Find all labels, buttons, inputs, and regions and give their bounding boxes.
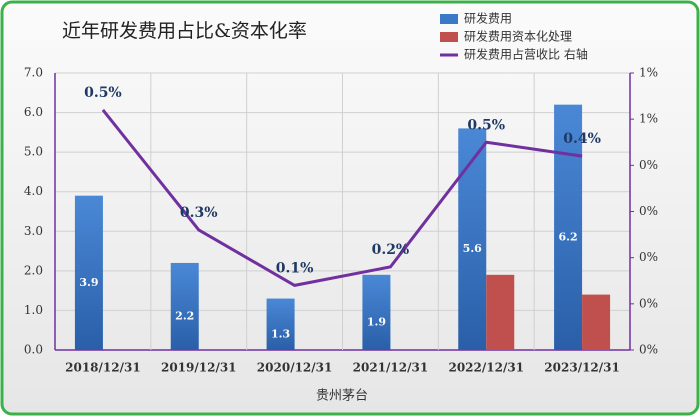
legend-label: 研发费用资本化处理 <box>464 29 572 44</box>
legend-label: 研发费用 <box>464 11 512 26</box>
x-tick-label: 2020/12/31 <box>257 361 333 375</box>
x-tick-label: 2021/12/31 <box>353 361 429 375</box>
y2-tick-label: 1% <box>639 66 658 80</box>
bar <box>362 274 391 350</box>
bar <box>486 274 515 350</box>
y2-tick-label: 0% <box>639 296 658 310</box>
bar-value-label: 3.9 <box>79 276 98 289</box>
y-tick-label: 2.0 <box>24 263 43 277</box>
y-tick-label: 0.0 <box>24 343 43 357</box>
y-tick-label: 5.0 <box>24 145 43 159</box>
y-tick-label: 3.0 <box>24 224 43 238</box>
bar-value-label: 5.6 <box>463 242 482 255</box>
y-tick-label: 1.0 <box>24 303 43 317</box>
y-tick-label: 4.0 <box>24 184 43 198</box>
y-tick-label: 6.0 <box>24 105 43 119</box>
bar <box>74 195 103 350</box>
bar-value-label: 1.3 <box>271 327 290 340</box>
y2-tick-label: 0% <box>639 158 658 172</box>
line-value-label: 0.5% <box>84 85 122 101</box>
y2-tick-label: 1% <box>639 112 658 126</box>
y2-tick-label: 0% <box>639 204 658 218</box>
legend-label: 研发费用占营收比 右轴 <box>464 47 588 62</box>
bar <box>582 294 611 350</box>
x-tick-label: 2023/12/31 <box>544 361 620 375</box>
bar <box>458 128 487 350</box>
y-tick-label: 7.0 <box>24 66 43 80</box>
x-tick-label: 2018/12/31 <box>65 361 141 375</box>
line <box>101 108 583 287</box>
legend-swatch <box>440 32 458 42</box>
bar <box>266 298 295 350</box>
y2-tick-label: 0% <box>639 250 658 264</box>
x-tick-label: 2022/12/31 <box>448 361 524 375</box>
bar <box>170 262 199 350</box>
bar-value-label: 2.2 <box>175 309 194 322</box>
line-value-label: 0.1% <box>276 260 314 276</box>
line-value-label: 0.2% <box>372 242 410 258</box>
line-value-label: 0.5% <box>467 117 505 133</box>
line-value-label: 0.3% <box>180 205 218 221</box>
x-axis-title: 贵州茅台 <box>316 389 368 404</box>
x-tick-label: 2019/12/31 <box>161 361 237 375</box>
bar-value-label: 1.9 <box>367 315 386 328</box>
line-value-label: 0.4% <box>563 131 601 147</box>
legend-swatch <box>440 14 458 24</box>
bar-value-label: 6.2 <box>559 230 578 243</box>
bar <box>554 104 583 351</box>
chart-title: 近年研发费用占比&资本化率 <box>62 20 307 42</box>
y2-tick-label: 0% <box>639 343 658 357</box>
